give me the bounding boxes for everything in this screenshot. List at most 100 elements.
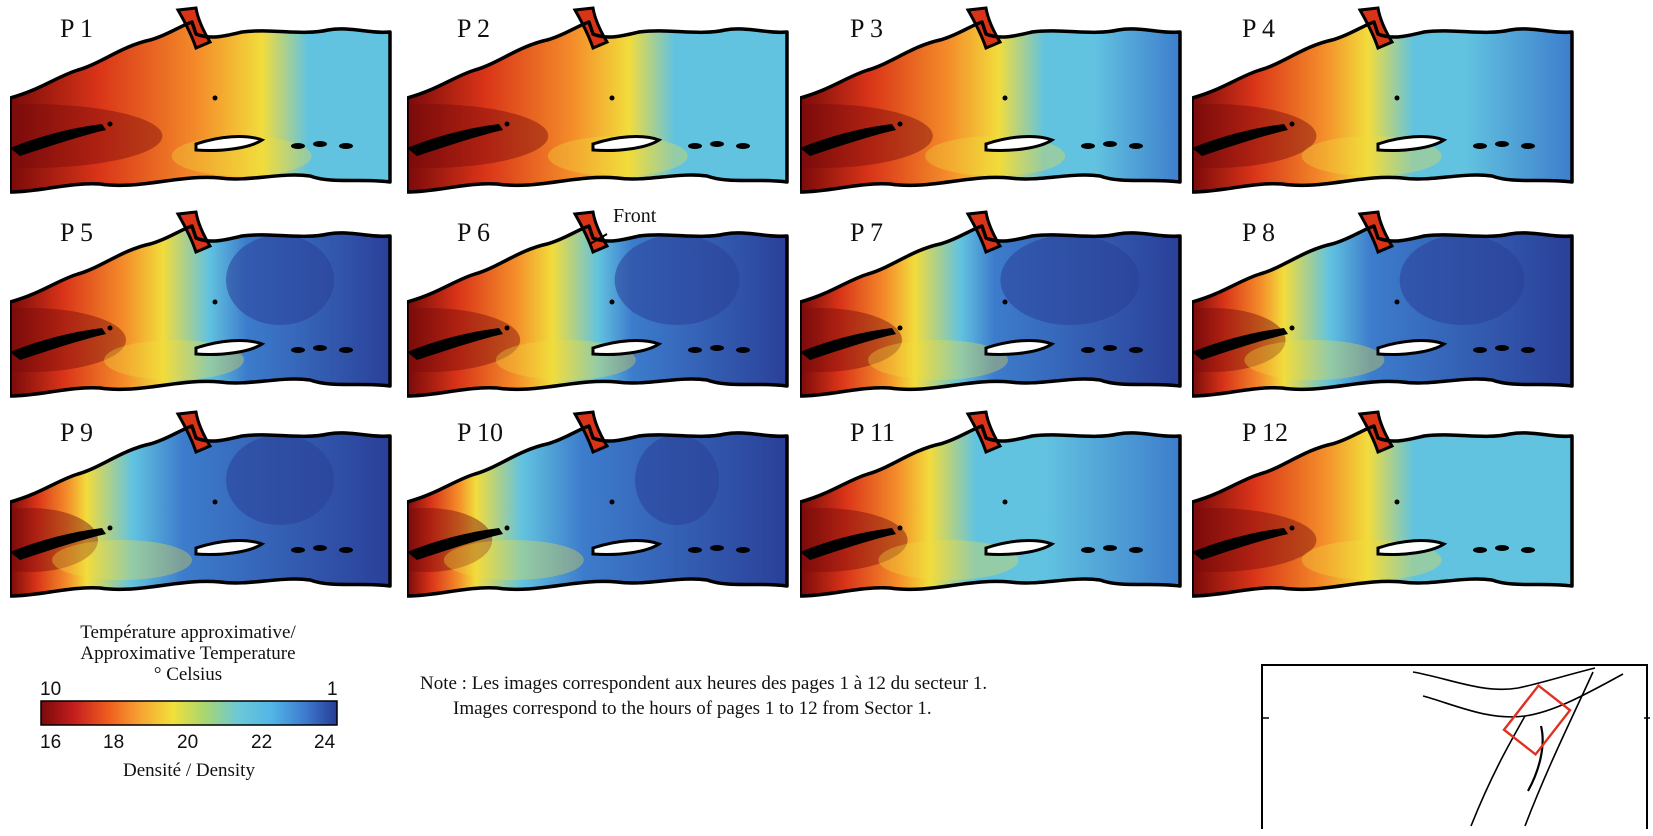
islet: [1394, 299, 1400, 305]
map-panel: P 3: [800, 6, 1182, 198]
panel-label: P 1: [60, 14, 93, 43]
map-panel: P 2: [407, 6, 789, 198]
panel-label: P 4: [1242, 14, 1275, 43]
islet: [1002, 499, 1008, 505]
island-black: [1192, 124, 1288, 156]
islet: [504, 525, 510, 531]
islet: [1002, 299, 1008, 305]
map-panel: P 10: [407, 410, 789, 602]
islet: [609, 95, 615, 101]
mixing-band: [52, 540, 192, 580]
note-line-english: Images correspond to the hours of pages …: [453, 698, 932, 719]
density-tick-label: 22: [251, 732, 273, 753]
island-black: [800, 528, 896, 560]
islet: [313, 141, 327, 147]
mixing-band: [547, 136, 688, 176]
coastline: [800, 224, 1182, 398]
islet: [107, 525, 113, 531]
density-tick-label: 20: [177, 732, 199, 753]
islet: [291, 347, 305, 353]
island-black: [10, 124, 106, 156]
panel-map-svg: [1192, 210, 1574, 398]
panel-map-svg: [407, 210, 789, 398]
islet: [1289, 525, 1295, 531]
colorbar-gradient: [40, 700, 338, 726]
locator-island: [1527, 725, 1544, 792]
islet: [1103, 141, 1117, 147]
panel-map-svg: [800, 210, 1182, 398]
islet: [1473, 143, 1487, 149]
map-panel: P 11: [800, 410, 1182, 602]
island-white: [1376, 339, 1448, 356]
islet: [291, 547, 305, 553]
density-tick-label: 16: [40, 732, 62, 753]
island-white: [984, 135, 1056, 152]
warm-water-core: [10, 508, 98, 572]
panel-label: P 2: [457, 14, 490, 43]
coastline: [10, 224, 392, 398]
front-annotation: Front: [613, 205, 657, 227]
map-panel: P 8: [1192, 210, 1574, 402]
islet: [609, 499, 615, 505]
islet: [609, 299, 615, 305]
warm-water-core: [1192, 308, 1286, 372]
islet: [1129, 547, 1143, 553]
island-black: [1192, 528, 1288, 560]
panel-label: P 8: [1242, 218, 1275, 247]
panel-label: P 10: [457, 418, 503, 447]
warm-water-core: [407, 104, 549, 168]
islet: [736, 547, 750, 553]
coastline: [10, 424, 392, 598]
islet: [1129, 143, 1143, 149]
islet: [710, 345, 724, 351]
islet: [313, 545, 327, 551]
islet: [688, 547, 702, 553]
islet: [1495, 345, 1509, 351]
islet: [688, 143, 702, 149]
islet: [736, 347, 750, 353]
island-white: [984, 339, 1056, 356]
warm-water-core: [10, 104, 163, 168]
locator-inset-map: [1261, 664, 1650, 829]
density-tick-label: 18: [103, 732, 125, 753]
colorbar: [40, 700, 338, 726]
islet: [1473, 547, 1487, 553]
islet: [688, 347, 702, 353]
islet: [212, 299, 218, 305]
cold-water-plume: [614, 235, 740, 325]
islet: [1081, 143, 1095, 149]
legend-unit: ° Celsius: [153, 664, 223, 685]
island-white: [194, 135, 266, 152]
mixing-band: [878, 540, 1019, 580]
cold-water-plume: [226, 435, 334, 525]
map-panel: P 5: [10, 210, 392, 402]
islet: [504, 121, 510, 127]
temp-max-label: 1: [327, 679, 338, 700]
panel-map-svg: [10, 210, 392, 398]
islet: [339, 347, 353, 353]
note-line-french: Note : Les images correspondent aux heur…: [420, 673, 988, 694]
panel-map-svg: [407, 6, 789, 194]
panel-map-svg: [10, 6, 392, 194]
islet: [1394, 95, 1400, 101]
island-white: [591, 339, 663, 356]
islet: [1521, 143, 1535, 149]
map-panel: P 7: [800, 210, 1182, 402]
islet: [107, 121, 113, 127]
front-leader-line: [589, 233, 608, 245]
mixing-band: [1244, 340, 1385, 380]
island-white: [591, 539, 663, 556]
mixing-band: [868, 340, 1008, 380]
island-black: [10, 528, 106, 560]
islet: [1081, 347, 1095, 353]
island-white: [1376, 539, 1448, 556]
cold-water-plume: [1399, 235, 1525, 325]
island-black: [407, 528, 503, 560]
front-leader-line-svg: [589, 233, 608, 245]
island-white: [984, 539, 1056, 556]
islet: [1129, 347, 1143, 353]
islet: [504, 325, 510, 331]
coastline: [1192, 20, 1574, 194]
islet: [1394, 499, 1400, 505]
mixing-band: [443, 540, 584, 580]
